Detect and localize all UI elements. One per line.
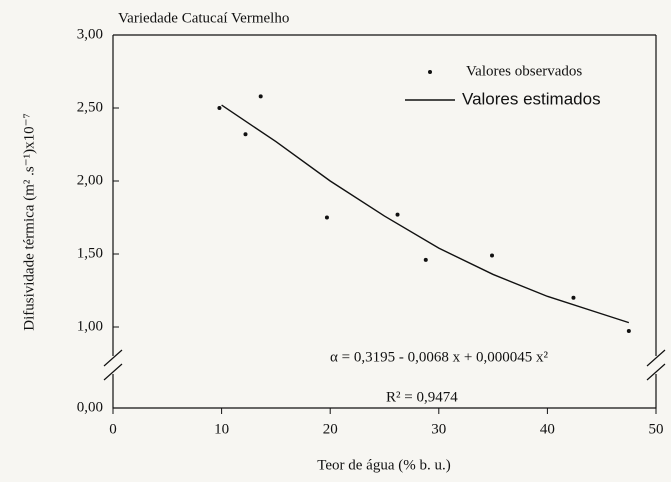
equation: α = 0,3195 - 0,0068 x + 0,000045 x² bbox=[330, 349, 549, 365]
y-tick-label: 3,00 bbox=[77, 26, 103, 42]
plot-frame bbox=[112, 34, 657, 409]
legend-marker bbox=[428, 70, 432, 74]
data-point bbox=[571, 295, 576, 300]
fit-line bbox=[221, 104, 630, 324]
x-tick-label: 30 bbox=[431, 421, 446, 437]
x-tick-label: 20 bbox=[323, 421, 338, 437]
y-axis-label: Difusividade térmica (m² .s⁻¹)x10⁻⁷ bbox=[21, 113, 37, 331]
data-point bbox=[243, 132, 248, 137]
data-point bbox=[490, 253, 495, 258]
data-point bbox=[626, 329, 631, 334]
y-tick-label: 2,50 bbox=[77, 99, 103, 115]
data-point bbox=[258, 94, 263, 99]
y-tick-label: 0,00 bbox=[77, 399, 103, 415]
x-axis-label: Teor de água (% b. u.) bbox=[317, 457, 450, 473]
data-point bbox=[217, 106, 222, 110]
y-tick-label: 2,00 bbox=[77, 172, 103, 188]
x-tick-label: 50 bbox=[649, 421, 664, 437]
data-point bbox=[324, 215, 329, 220]
y-tick-label: 1,50 bbox=[77, 245, 103, 261]
data-point bbox=[423, 257, 428, 262]
legend-label: Valores observados bbox=[466, 63, 582, 79]
x-tick-label: 10 bbox=[214, 421, 229, 437]
x-tick-label: 0 bbox=[109, 421, 117, 437]
r-squared: R² = 0,9474 bbox=[386, 389, 458, 405]
x-tick-label: 40 bbox=[540, 421, 555, 437]
data-point bbox=[395, 212, 400, 217]
axis-break bbox=[103, 349, 666, 381]
chart-title: Variedade Catucaí Vermelho bbox=[118, 10, 289, 26]
y-tick-label: 1,00 bbox=[77, 318, 103, 334]
legend-label: Valores estimados bbox=[462, 89, 601, 108]
